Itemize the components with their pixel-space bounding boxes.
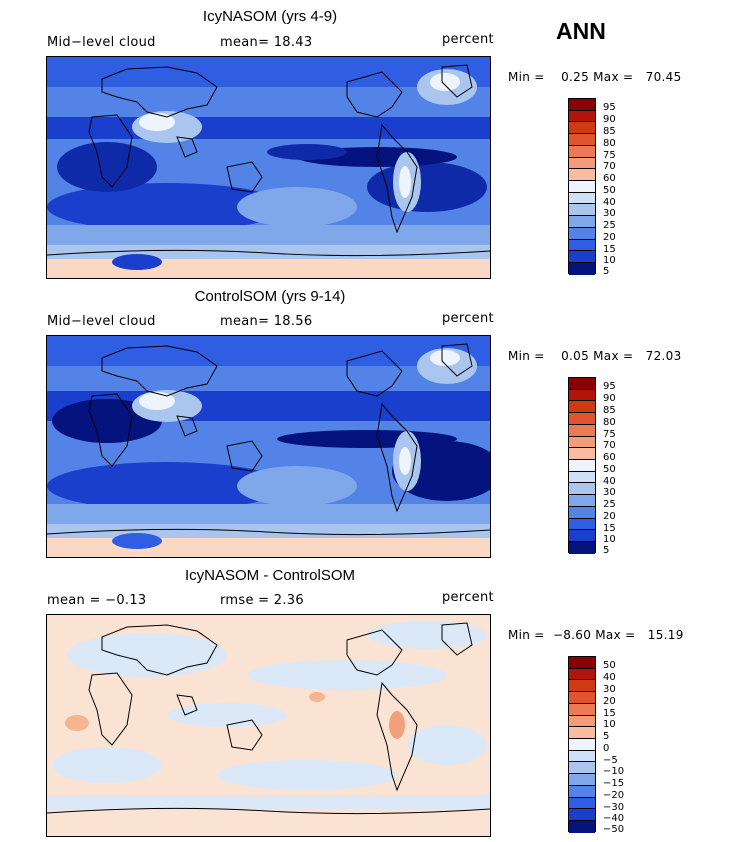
panel1-tick: 95 <box>603 102 616 113</box>
panel2-tick: 90 <box>603 393 616 404</box>
panel3-tick: 5 <box>603 731 610 742</box>
panel2-variable-label: Mid−level cloud <box>47 314 156 329</box>
panel3-tick: −20 <box>603 790 625 801</box>
panel1-tick: 25 <box>603 220 616 231</box>
panel3-tick: 20 <box>603 696 616 707</box>
panel3-tick: 40 <box>603 672 616 683</box>
panel3-minmax: Min = −8.60 Max = 15.19 <box>508 628 684 642</box>
panel1-mean-label: mean= 18.43 <box>220 35 313 50</box>
panel2-tick: 50 <box>603 464 616 475</box>
panel2-title: ControlSOM (yrs 9-14) <box>194 288 346 305</box>
panel1-variable-label: Mid−level cloud <box>47 35 156 50</box>
panel2-tick: 85 <box>603 405 616 416</box>
panel2-tick: 60 <box>603 452 616 463</box>
season-label: ANN <box>556 18 606 44</box>
panel1-units-label: percent <box>442 32 494 47</box>
panel1-tick: 15 <box>603 244 616 255</box>
panel2-tick: 20 <box>603 511 616 522</box>
panel1-map-plot <box>47 57 490 278</box>
panel1-tick: 80 <box>603 138 616 149</box>
panel1-tick: 70 <box>603 161 616 172</box>
panel3-tick: 10 <box>603 719 616 730</box>
panel2-colorbar <box>568 377 596 554</box>
panel3-map-plot <box>47 615 490 836</box>
panel3-tick: 0 <box>603 743 610 754</box>
panel3-tick: −30 <box>603 802 625 813</box>
panel2-mean-label: mean= 18.56 <box>220 314 313 329</box>
panel2-tick: 75 <box>603 429 616 440</box>
panel2-tick: 25 <box>603 499 616 510</box>
panel3-tick: 15 <box>603 708 616 719</box>
panel2-units-label: percent <box>442 311 494 326</box>
panel2-tick: 10 <box>603 534 616 545</box>
panel2-tick: 95 <box>603 381 616 392</box>
panel3-tick: 50 <box>603 660 616 671</box>
panel3-rmse-label: rmse = 2.36 <box>220 593 304 608</box>
panel3-tick: −5 <box>603 755 618 766</box>
panel1-tick: 10 <box>603 255 616 266</box>
panel3-tick: −40 <box>603 813 625 824</box>
panel3-map <box>46 614 491 837</box>
panel3-tick: −10 <box>603 766 625 777</box>
panel2-tick: 5 <box>603 545 610 556</box>
panel3-tick: −50 <box>603 824 625 835</box>
panel1-title: IcyNASOM (yrs 4-9) <box>202 8 338 25</box>
panel1-tick: 50 <box>603 185 616 196</box>
panel3-tick: −15 <box>603 778 625 789</box>
panel2-tick: 80 <box>603 417 616 428</box>
panel1-colorbar <box>568 98 596 275</box>
panel2-minmax: Min = 0.05 Max = 72.03 <box>508 349 682 363</box>
panel2-tick: 15 <box>603 523 616 534</box>
panel1-tick: 60 <box>603 173 616 184</box>
panel1-tick: 20 <box>603 232 616 243</box>
panel2-tick: 70 <box>603 440 616 451</box>
panel1-tick: 5 <box>603 266 610 277</box>
panel3-colorbar <box>568 656 596 833</box>
panel3-units-label: percent <box>442 590 494 605</box>
panel2-map <box>46 335 491 558</box>
panel1-tick: 40 <box>603 197 616 208</box>
panel1-map <box>46 56 491 279</box>
panel3-mean-label: mean = −0.13 <box>47 593 147 608</box>
panel2-tick: 30 <box>603 487 616 498</box>
panel2-map-plot <box>47 336 490 557</box>
panel1-tick: 75 <box>603 150 616 161</box>
panel1-tick: 90 <box>603 114 616 125</box>
panel1-minmax: Min = 0.25 Max = 70.45 <box>508 70 682 84</box>
panel1-tick: 30 <box>603 208 616 219</box>
panel1-tick: 85 <box>603 126 616 137</box>
panel2-tick: 40 <box>603 476 616 487</box>
panel3-tick: 30 <box>603 684 616 695</box>
panel3-title: IcyNASOM - ControlSOM <box>184 567 356 584</box>
